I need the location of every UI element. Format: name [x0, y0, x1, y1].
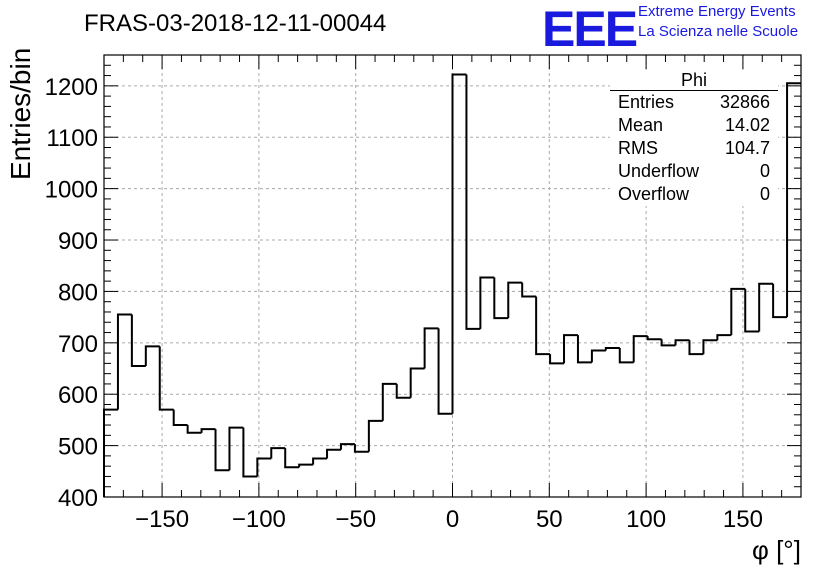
eee-logo: EEE [542, 0, 636, 58]
histogram-bin [174, 410, 188, 425]
stats-label: Mean [618, 114, 663, 137]
x-tick-label: 100 [626, 506, 666, 533]
y-axis-label: Entries/bin [5, 48, 37, 180]
chart-title: FRAS-03-2018-12-11-00044 [84, 10, 386, 38]
histogram-bin [634, 336, 648, 362]
y-tick-label: 600 [58, 382, 98, 409]
histogram-bin [564, 335, 578, 363]
y-tick-label: 700 [58, 331, 98, 358]
histogram-bin [578, 335, 592, 362]
stats-row-overflow: Overflow 0 [610, 183, 778, 206]
x-axis-label: φ [°] [752, 535, 801, 566]
histogram-bin [439, 328, 453, 413]
histogram-bin [606, 348, 620, 351]
histogram-bin [425, 328, 439, 368]
y-tick-label: 500 [58, 434, 98, 461]
histogram-bin [550, 354, 564, 363]
histogram-bin [536, 297, 550, 355]
histogram-bin [202, 429, 216, 433]
x-tick-label: 150 [723, 506, 763, 533]
histogram-bin [592, 351, 606, 363]
stats-value: 32866 [720, 91, 770, 114]
y-tick-label: 800 [58, 279, 98, 306]
y-tick-label: 1200 [45, 74, 98, 101]
stats-row-mean: Mean 14.02 [610, 114, 778, 137]
stats-row-entries: Entries 32866 [610, 91, 778, 114]
histogram-bin [313, 458, 327, 464]
stats-value: 0 [760, 183, 770, 206]
histogram-bin [271, 448, 285, 458]
histogram-bin [229, 428, 243, 471]
y-tick-label: 1000 [45, 177, 98, 204]
histogram-bin [299, 465, 313, 468]
histogram-bin [648, 336, 662, 339]
logo-line-1: Extreme Energy Events [638, 3, 796, 20]
stats-value: 104.7 [725, 137, 770, 160]
histogram-bin [453, 75, 467, 414]
stats-box: Phi Entries 32866 Mean 14.02 RMS 104.7 U… [610, 70, 778, 206]
x-tick-label: 0 [446, 506, 459, 533]
histogram-bin [745, 289, 759, 332]
stats-label: Entries [618, 91, 674, 114]
y-tick-label: 900 [58, 228, 98, 255]
histogram-bin [689, 340, 703, 354]
histogram-bin [397, 384, 411, 398]
histogram-bin [717, 335, 731, 340]
histogram-bin [383, 384, 397, 421]
stats-row-rms: RMS 104.7 [610, 137, 778, 160]
histogram-bin [773, 284, 787, 317]
stats-label: RMS [618, 137, 658, 160]
stats-row-underflow: Underflow 0 [610, 160, 778, 183]
histogram-bin [508, 283, 522, 318]
stats-value: 14.02 [725, 114, 770, 137]
histogram-bin [480, 278, 494, 329]
histogram-bin [522, 283, 536, 297]
stats-label: Overflow [618, 183, 689, 206]
histogram-bin [620, 348, 634, 362]
histogram-bin [243, 428, 257, 477]
stats-title: Phi [610, 70, 778, 91]
histogram-bin [104, 410, 118, 497]
histogram-bin [285, 448, 299, 467]
histogram-bin [411, 369, 425, 398]
x-tick-label: −50 [335, 506, 376, 533]
histogram-bin [341, 444, 355, 450]
histogram-bin [466, 75, 480, 329]
x-tick-label: 50 [536, 506, 563, 533]
x-tick-label: −150 [135, 506, 189, 533]
histogram-bin [662, 339, 676, 345]
y-tick-label: 400 [58, 485, 98, 512]
histogram-bin [759, 284, 773, 332]
histogram-bin [369, 421, 383, 452]
histogram-bin [787, 83, 801, 317]
stats-label: Underflow [618, 160, 699, 183]
x-tick-label: −100 [232, 506, 286, 533]
histogram-bin [118, 315, 132, 410]
histogram-bin [494, 278, 508, 319]
histogram-bin [327, 450, 341, 459]
histogram-bin [132, 315, 146, 366]
histogram-bin [146, 346, 160, 366]
stats-value: 0 [760, 160, 770, 183]
logo-line-2: La Scienza nelle Scuole [638, 23, 798, 40]
histogram-bin [216, 429, 230, 470]
histogram-bin [188, 425, 202, 433]
histogram-bin [257, 458, 271, 476]
y-tick-label: 1100 [46, 125, 98, 152]
